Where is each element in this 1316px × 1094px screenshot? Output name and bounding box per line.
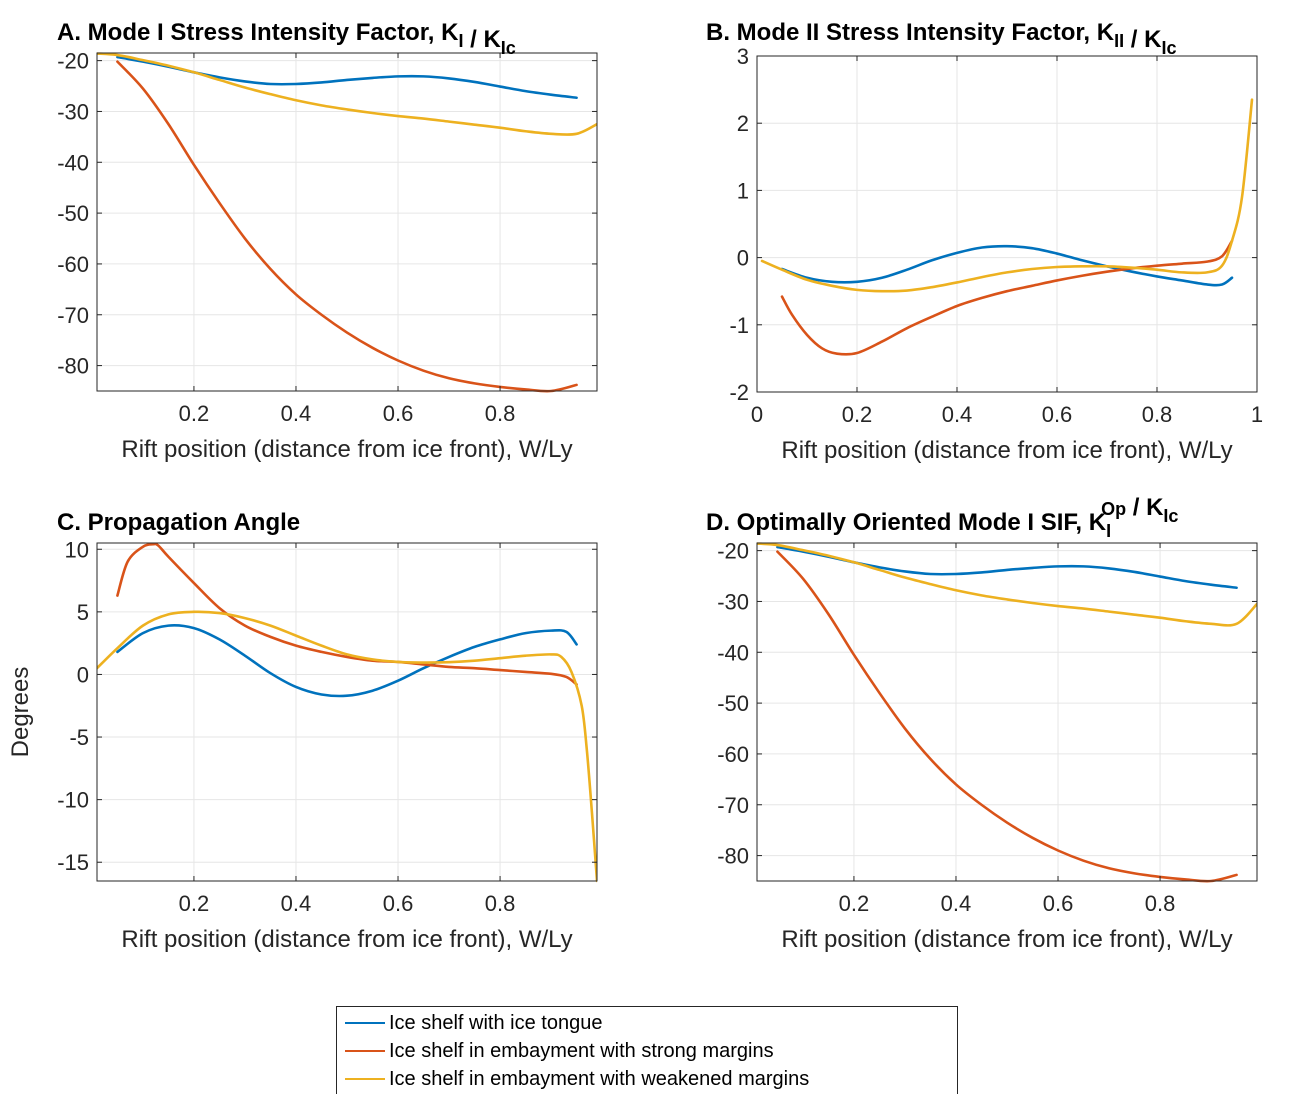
legend: Ice shelf with ice tongue Ice shelf in e… bbox=[336, 1006, 958, 1094]
legend-label: Ice shelf in embayment with weakened mar… bbox=[389, 1067, 810, 1090]
axes-box bbox=[756, 55, 1258, 393]
y-tick-label: -60 bbox=[717, 742, 749, 767]
y-tick-label: -2 bbox=[729, 380, 749, 405]
axes-box bbox=[96, 542, 598, 882]
y-tick-label: -30 bbox=[717, 589, 749, 614]
y-axis-label: Degrees bbox=[7, 667, 34, 758]
plot-area bbox=[757, 56, 1257, 392]
plot-area bbox=[97, 543, 597, 881]
chart-title: C. Propagation Angle bbox=[57, 509, 300, 536]
x-tick-label: 0.2 bbox=[179, 401, 210, 426]
y-tick-label: -80 bbox=[57, 354, 89, 379]
x-tick-label: 0.4 bbox=[942, 402, 973, 427]
y-tick-label: 10 bbox=[65, 537, 89, 562]
y-tick-label: -1 bbox=[729, 313, 749, 338]
panel-a: 0.2 0.4 0.6 0.8 -80 -70 -60 -50 -40 -30 -20 Rift po… bbox=[57, 19, 598, 463]
x-tick-label: 0.8 bbox=[1142, 402, 1173, 427]
x-tick-label: 0.2 bbox=[842, 402, 873, 427]
y-tick-label: -20 bbox=[57, 49, 89, 74]
x-tick-label: 0.8 bbox=[485, 891, 516, 916]
y-tick-label: 5 bbox=[77, 600, 89, 625]
y-tick-label: -50 bbox=[717, 691, 749, 716]
x-tick-label: 0.2 bbox=[839, 891, 870, 916]
x-tick-label: 0.2 bbox=[179, 891, 210, 916]
y-tick-label: -80 bbox=[717, 844, 749, 869]
x-tick-label: 0 bbox=[751, 402, 763, 427]
y-tick-label: -70 bbox=[717, 793, 749, 818]
y-tick-label: 2 bbox=[737, 111, 749, 136]
series-line-3 bbox=[757, 542, 1257, 627]
y-tick-label: -50 bbox=[57, 201, 89, 226]
y-tick-label: 0 bbox=[77, 662, 89, 687]
plot-area bbox=[97, 53, 597, 391]
x-tick-label: 0.6 bbox=[1043, 891, 1074, 916]
panel-d: 0.2 0.4 0.6 0.8 -80 -70 -60 -50 -40 -30 -20 Rift po… bbox=[706, 494, 1258, 953]
series-line-1 bbox=[116, 624, 578, 698]
legend-label: Ice shelf in embayment with strong margi… bbox=[389, 1039, 774, 1062]
series-line-1 bbox=[780, 244, 1234, 287]
y-tick-label: 3 bbox=[737, 44, 749, 69]
axes-box bbox=[756, 542, 1258, 882]
y-tick-label: -5 bbox=[69, 725, 89, 750]
y-tick-label: -15 bbox=[57, 850, 89, 875]
legend-swatch bbox=[345, 1022, 385, 1024]
y-tick-label: 0 bbox=[737, 246, 749, 271]
legend-swatch bbox=[345, 1050, 385, 1052]
panel-c: 0.2 0.4 0.6 0.8 -15 -10 -5 0 5 10 Rift position (d… bbox=[7, 509, 598, 953]
panel-b: 0 0.2 0.4 0.6 0.8 1 -2 -1 0 1 2 3 Rift position (dis… bbox=[706, 19, 1263, 464]
series-line-3 bbox=[97, 52, 597, 136]
legend-entry-weakened-margins: Ice shelf in embayment with weakened mar… bbox=[345, 1067, 809, 1091]
x-axis-label: Rift position (distance from ice front),… bbox=[781, 926, 1232, 953]
legend-entry-ice-tongue: Ice shelf with ice tongue bbox=[345, 1011, 602, 1035]
y-tick-label: -70 bbox=[57, 303, 89, 328]
legend-label: Ice shelf with ice tongue bbox=[389, 1011, 603, 1034]
axes-box bbox=[96, 52, 598, 392]
series-line-2 bbox=[116, 542, 578, 686]
x-axis-label: Rift position (distance from ice front),… bbox=[121, 926, 572, 953]
legend-swatch bbox=[345, 1078, 385, 1080]
x-tick-label: 0.6 bbox=[383, 891, 414, 916]
y-tick-label: -40 bbox=[57, 150, 89, 175]
y-tick-label: -30 bbox=[57, 99, 89, 124]
legend-entry-strong-margins: Ice shelf in embayment with strong margi… bbox=[345, 1039, 774, 1063]
y-tick-label: 1 bbox=[737, 178, 749, 203]
x-tick-label: 0.8 bbox=[485, 401, 516, 426]
chart-title: D. Optimally Oriented Mode I SIF, KIOp /… bbox=[706, 494, 1178, 541]
chart-title: B. Mode II Stress Intensity Factor, KII … bbox=[706, 19, 1176, 58]
y-tick-label: -60 bbox=[57, 252, 89, 277]
x-axis-label: Rift position (distance from ice front),… bbox=[781, 437, 1232, 464]
chart-title: A. Mode I Stress Intensity Factor, KI / … bbox=[57, 19, 516, 58]
x-tick-label: 0.4 bbox=[281, 891, 312, 916]
series-line-3 bbox=[760, 98, 1254, 293]
x-tick-label: 0.4 bbox=[941, 891, 972, 916]
x-tick-label: 0.6 bbox=[383, 401, 414, 426]
y-tick-label: -20 bbox=[717, 539, 749, 564]
x-axis-label: Rift position (distance from ice front),… bbox=[121, 436, 572, 463]
x-tick-label: 0.4 bbox=[281, 401, 312, 426]
y-tick-label: -10 bbox=[57, 788, 89, 813]
series-line-3 bbox=[97, 610, 597, 883]
plot-area bbox=[757, 543, 1257, 881]
x-tick-label: 0.6 bbox=[1042, 402, 1073, 427]
x-tick-label: 0.8 bbox=[1145, 891, 1176, 916]
y-tick-label: -40 bbox=[717, 640, 749, 665]
series-line-2 bbox=[780, 239, 1234, 356]
x-tick-label: 1 bbox=[1251, 402, 1263, 427]
